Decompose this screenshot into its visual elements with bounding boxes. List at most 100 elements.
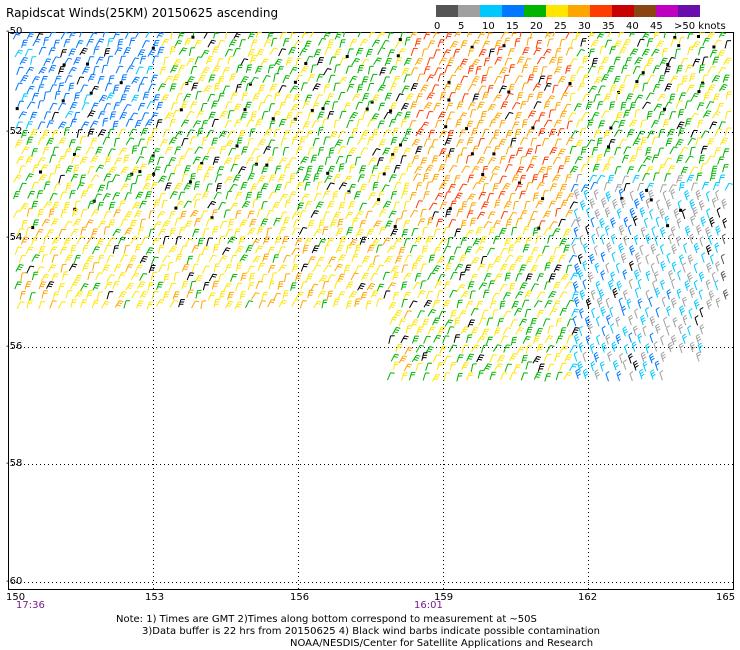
- wind-barb: [49, 192, 58, 201]
- calm-wind-marker: [151, 154, 155, 158]
- wind-barb: [351, 217, 359, 227]
- wind-barb: [676, 83, 683, 93]
- wind-barb: [102, 32, 109, 38]
- wind-barb: [618, 297, 623, 308]
- wind-barb: [124, 227, 133, 236]
- wind-barb: [197, 237, 204, 247]
- wind-barb: [597, 85, 606, 94]
- wind-barb: [580, 184, 590, 193]
- wind-barb: [80, 121, 90, 130]
- calm-wind-marker: [321, 107, 325, 111]
- wind-barb: [649, 209, 654, 220]
- wind-barb: [628, 278, 633, 290]
- wind-barb: [107, 237, 116, 245]
- wind-barb: [665, 138, 673, 147]
- wind-barb: [246, 119, 255, 128]
- wind-barb: [444, 137, 452, 146]
- wind-barb: [323, 211, 331, 220]
- wind-barb: [415, 362, 423, 372]
- wind-barb: [453, 246, 462, 255]
- wind-barb: [447, 111, 455, 120]
- wind-barb: [52, 146, 59, 156]
- wind-barb: [647, 130, 655, 139]
- wind-barb: [433, 102, 441, 111]
- calm-wind-marker: [607, 145, 610, 149]
- wind-barb: [25, 121, 33, 130]
- wind-barb: [509, 282, 516, 292]
- wind-barb: [86, 38, 94, 47]
- wind-barb: [186, 272, 195, 281]
- wind-barb: [717, 66, 727, 75]
- wind-barb: [671, 261, 677, 272]
- wind-barb: [470, 273, 478, 282]
- wind-barb: [508, 244, 515, 254]
- wind-barb: [511, 121, 520, 130]
- wind-barb: [37, 100, 45, 109]
- wind-barb: [649, 315, 656, 327]
- wind-barb: [331, 101, 339, 110]
- wind-barb: [453, 334, 461, 343]
- wind-barb: [335, 244, 344, 253]
- wind-barb: [545, 75, 553, 84]
- wind-barb: [82, 263, 90, 272]
- wind-barb: [575, 32, 582, 40]
- wind-barb: [337, 273, 345, 282]
- wind-barb: [295, 146, 303, 155]
- wind-barb: [594, 262, 600, 273]
- wind-barb: [205, 166, 214, 175]
- wind-barb: [548, 56, 557, 65]
- wind-barb: [527, 93, 534, 103]
- wind-barb: [250, 39, 258, 48]
- wind-barb: [695, 137, 703, 146]
- wind-barb: [458, 310, 467, 319]
- wind-barb: [566, 193, 575, 201]
- wind-barb: [533, 335, 541, 344]
- wind-barb: [482, 289, 490, 299]
- wind-barb: [645, 270, 651, 282]
- wind-barb: [316, 181, 323, 191]
- wind-barb: [494, 273, 503, 282]
- wind-barb: [169, 227, 176, 237]
- wind-barb: [48, 47, 56, 56]
- wind-barb: [649, 332, 654, 343]
- wind-barb: [677, 109, 685, 118]
- wind-barb: [405, 325, 412, 334]
- wind-barb: [313, 49, 322, 58]
- wind-barb: [422, 318, 429, 328]
- wind-barb: [415, 182, 423, 191]
- wind-barb: [667, 128, 675, 137]
- wind-barb: [410, 319, 419, 328]
- wind-barb: [326, 290, 334, 300]
- wind-barb: [392, 272, 399, 281]
- wind-barb: [634, 287, 639, 298]
- wind-barb: [393, 164, 401, 174]
- wind-barb: [223, 283, 232, 291]
- wind-barb: [284, 273, 291, 282]
- wind-barb: [134, 120, 142, 129]
- wind-barb: [130, 236, 139, 245]
- wind-barb: [548, 128, 557, 137]
- wind-barb: [379, 67, 387, 76]
- wind-barb: [666, 252, 671, 264]
- wind-barb: [532, 83, 542, 92]
- wind-barb: [459, 271, 466, 281]
- wind-barb: [267, 299, 276, 308]
- wind-barb: [317, 238, 327, 247]
- wind-barb: [667, 341, 674, 353]
- wind-barb: [508, 83, 515, 93]
- wind-barb: [489, 371, 497, 380]
- wind-barb: [655, 323, 661, 334]
- wind-barb: [613, 75, 621, 85]
- wind-barb: [475, 226, 483, 236]
- wind-barb: [282, 75, 290, 84]
- longitude-tick-label: 159: [434, 592, 454, 603]
- legend-swatch: [546, 5, 568, 17]
- wind-barb: [304, 181, 311, 191]
- wind-barb: [478, 282, 488, 290]
- wind-barb: [228, 39, 237, 48]
- wind-barb: [525, 148, 533, 157]
- wind-barb: [169, 299, 179, 308]
- wind-barb: [367, 244, 375, 253]
- wind-barb: [261, 111, 269, 120]
- wind-barb: [598, 289, 605, 300]
